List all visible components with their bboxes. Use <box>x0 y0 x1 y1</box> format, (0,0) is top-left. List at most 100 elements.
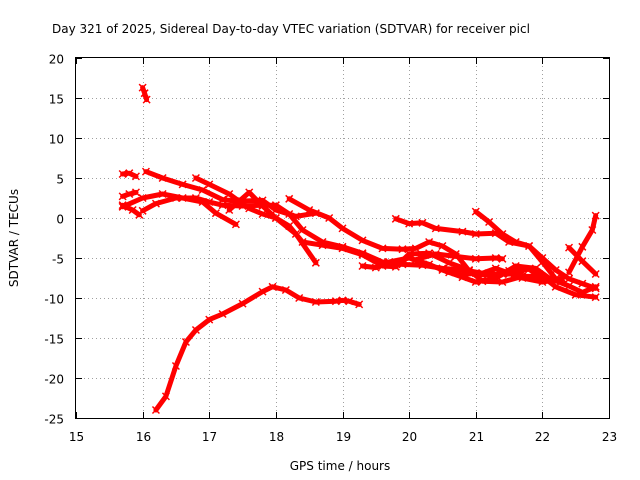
data-point <box>161 392 170 401</box>
data-point <box>285 194 294 203</box>
data-point <box>295 293 304 303</box>
data-point <box>338 244 347 253</box>
data-point <box>218 201 227 210</box>
data-point <box>445 258 454 267</box>
data-point <box>218 309 227 319</box>
data-point <box>451 252 460 261</box>
data-point <box>131 172 140 181</box>
data-point <box>458 227 467 236</box>
data-point <box>425 237 434 247</box>
data-point <box>151 199 160 208</box>
data-point <box>271 213 280 223</box>
series-track-m <box>411 249 507 264</box>
data-point <box>398 245 407 254</box>
data-point <box>425 260 434 269</box>
data-point <box>445 268 454 277</box>
data-point <box>191 325 200 335</box>
axis-ticks: 15 16 17 18 19 20 21 22 23 20 15 10 5 0 -5 -10 -15 -20 -25 <box>44 53 617 445</box>
data-point <box>411 244 420 253</box>
data-point <box>538 253 547 263</box>
data-point <box>325 213 334 223</box>
data-point <box>128 205 137 215</box>
x-tick-label: 19 <box>336 430 351 444</box>
data-point <box>245 204 254 213</box>
data-point <box>571 290 580 299</box>
data-point <box>118 192 127 201</box>
y-tick-label: 0 <box>56 213 64 227</box>
series-track-a <box>138 83 151 104</box>
data-point <box>551 265 560 275</box>
data-point <box>564 243 574 252</box>
x-tick-label: 16 <box>136 430 151 444</box>
data-point <box>181 337 190 347</box>
x-tick-label: 20 <box>402 430 417 444</box>
data-point <box>505 269 514 279</box>
data-point <box>231 220 240 229</box>
data-point <box>198 185 207 195</box>
series-track-r <box>151 282 364 415</box>
data-point <box>358 250 367 259</box>
data-point <box>378 244 387 253</box>
data-point <box>191 173 200 183</box>
data-point <box>138 193 147 203</box>
data-point <box>385 257 394 267</box>
data-point <box>538 274 547 283</box>
data-point <box>345 297 354 306</box>
data-point <box>471 277 480 287</box>
data-point <box>178 193 187 203</box>
data-point <box>358 236 367 245</box>
grid <box>76 58 609 418</box>
data-point <box>411 255 420 264</box>
data-point <box>305 205 314 215</box>
x-tick-label: 17 <box>202 430 217 444</box>
y-tick-label: 20 <box>49 53 64 67</box>
data-point <box>205 315 214 324</box>
y-axis-label: SDTVAR / TECUs <box>7 189 21 287</box>
data-point <box>281 285 290 295</box>
data-point <box>291 229 300 239</box>
data-point <box>178 180 187 189</box>
data-point <box>151 405 160 415</box>
data-point <box>138 83 147 92</box>
data-point <box>511 237 520 247</box>
data-point <box>311 297 320 307</box>
series-track-p <box>564 243 600 279</box>
series-line <box>473 209 599 291</box>
plot-frame <box>75 57 610 419</box>
data-point <box>578 257 587 266</box>
data-point <box>225 189 234 199</box>
series-line <box>566 213 599 275</box>
data-point <box>491 269 500 279</box>
data-point <box>391 214 400 223</box>
data-point <box>245 188 254 197</box>
series-track-o <box>445 267 527 279</box>
data-point <box>125 169 134 178</box>
data-point <box>485 217 494 227</box>
series-line <box>153 284 362 413</box>
y-tick-label: -15 <box>44 333 64 347</box>
series-track-h <box>118 189 240 229</box>
y-tick-label: 5 <box>56 173 64 187</box>
data-point <box>258 201 267 211</box>
data-point <box>141 167 150 176</box>
data-point <box>591 284 600 293</box>
data-point <box>238 299 247 308</box>
series-track-q <box>564 211 600 277</box>
data-point <box>578 242 587 251</box>
data-point <box>225 205 234 215</box>
data-point <box>118 202 127 211</box>
y-tick-label: -10 <box>44 293 64 307</box>
data-point <box>498 229 507 239</box>
data-point <box>438 265 447 275</box>
x-axis-label: GPS time / hours <box>290 459 391 473</box>
data-point <box>158 173 167 183</box>
x-tick-label: 23 <box>602 430 617 444</box>
data-point <box>564 268 574 277</box>
series-track-n <box>471 207 600 293</box>
y-tick-label: -20 <box>44 373 64 387</box>
series-layer <box>118 83 600 415</box>
x-tick-label: 22 <box>535 430 550 444</box>
data-point <box>171 361 180 371</box>
data-point <box>268 282 277 291</box>
